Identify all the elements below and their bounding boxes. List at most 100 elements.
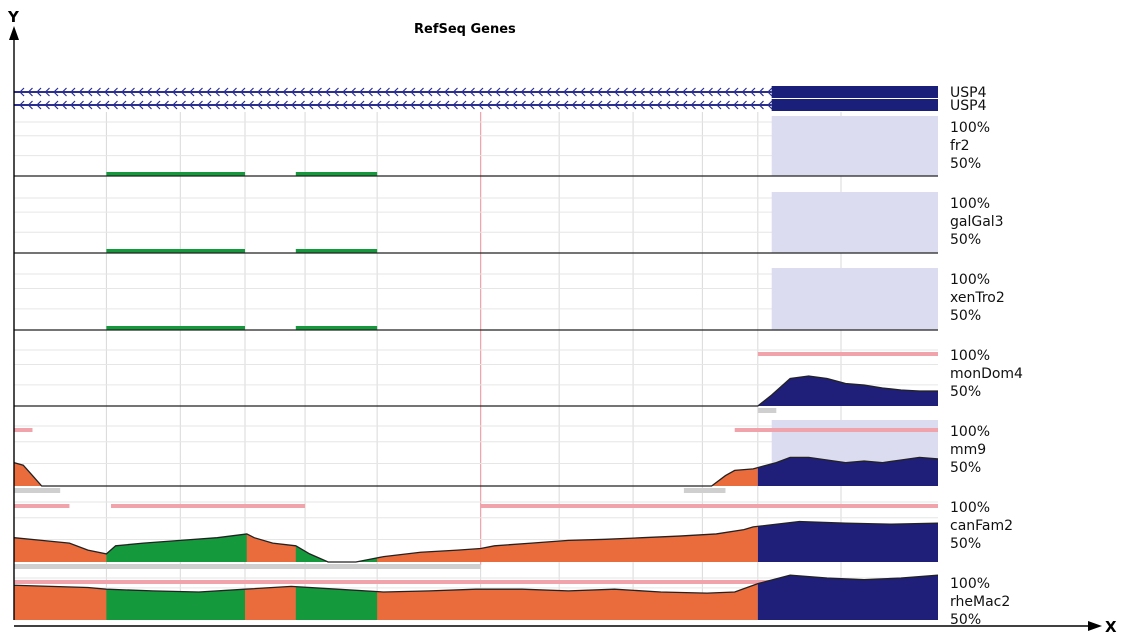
gene-strand-arrow [529, 100, 535, 110]
track-bottom-label-xenTro2: 50% [950, 308, 981, 324]
pink-bar-mm9-0 [14, 428, 33, 432]
track-bottom-label-canFam2: 50% [950, 536, 981, 552]
gene-strand-arrow [274, 87, 280, 97]
pink-bar-monDom4-0 [757, 352, 938, 356]
gene-strand-arrow [223, 87, 229, 97]
gene-strand-arrow [614, 87, 620, 97]
gene-strand-arrow [622, 87, 628, 97]
gene-exon-1 [771, 99, 938, 111]
gene-strand-arrow [503, 100, 509, 110]
track-top-label-galGal3: 100% [950, 196, 990, 212]
gene-strand-arrow [571, 100, 577, 110]
gene-strand-arrow [546, 100, 552, 110]
gene-strand-arrow [61, 100, 67, 110]
gene-strand-arrow [682, 87, 688, 97]
track-name-rheMac2: rheMac2 [950, 594, 1010, 610]
gene-strand-arrow [427, 100, 433, 110]
gene-strand-arrow [112, 87, 118, 97]
gene-strand-arrow [325, 87, 331, 97]
gene-strand-arrow [265, 87, 271, 97]
gene-strand-arrow [350, 100, 356, 110]
gene-strand-arrow [716, 100, 722, 110]
gene-strand-arrow [597, 87, 603, 97]
segment-rheMac2-1 [295, 586, 378, 620]
gap-bar-mm9-1 [683, 488, 726, 493]
gene-strand-arrow [316, 87, 322, 97]
gene-strand-arrow [758, 87, 764, 97]
profile-line-monDom4 [14, 375, 938, 407]
gene-strand-arrow [384, 87, 390, 97]
track-top-label-monDom4: 100% [950, 348, 990, 364]
track-top-label-mm9: 100% [950, 424, 990, 440]
gene-strand-arrow [36, 100, 42, 110]
gene-strand-arrow [767, 87, 773, 97]
gene-strand-arrow [359, 100, 365, 110]
pink-bar-rheMac2-0 [14, 580, 938, 584]
gene-strand-arrow [44, 100, 50, 110]
gene-strand-arrow [673, 100, 679, 110]
gene-strand-arrow [206, 100, 212, 110]
segment-galGal3-1 [295, 249, 378, 253]
gene-strand-arrow [435, 100, 441, 110]
gene-strand-arrow [189, 87, 195, 97]
gene-strand-arrow [750, 87, 756, 97]
gene-strand-arrow [656, 87, 662, 97]
gene-strand-arrow [61, 87, 67, 97]
track-bottom-label-galGal3: 50% [950, 232, 981, 248]
gene-strand-arrow [597, 100, 603, 110]
gene-strand-arrow [486, 100, 492, 110]
track-name-galGal3: galGal3 [950, 214, 1004, 230]
track-name-monDom4: monDom4 [950, 366, 1023, 382]
gene-strand-arrow [461, 87, 467, 97]
gene-strand-arrow [537, 87, 543, 97]
gene-strand-arrow [427, 87, 433, 97]
exon-area-canFam2 [757, 521, 938, 562]
segment-canFam2-2 [246, 533, 296, 562]
gene-strand-arrow [87, 87, 93, 97]
gene-strand-arrow [367, 100, 373, 110]
gene-strand-arrow [231, 87, 237, 97]
exon-area-monDom4 [757, 376, 938, 406]
x-axis-label: X [1105, 618, 1117, 635]
gene-strand-arrow [750, 100, 756, 110]
gene-strand-arrow [95, 100, 101, 110]
gene-strand-arrow [104, 100, 110, 110]
segment-galGal3-0 [106, 249, 246, 253]
gene-strand-arrow [308, 87, 314, 97]
gene-strand-arrow [104, 87, 110, 97]
gene-strand-arrow [554, 100, 560, 110]
gene-strand-arrow [444, 87, 450, 97]
segment-canFam2-1 [106, 533, 247, 562]
gene-strand-arrow [699, 87, 705, 97]
gene-strand-arrow [588, 100, 594, 110]
track-bottom-label-fr2: 50% [950, 156, 981, 172]
segment-fr2-0 [106, 172, 246, 176]
gap-bar-mm9-0 [14, 488, 61, 493]
gene-strand-arrow [707, 87, 713, 97]
track-top-label-canFam2: 100% [950, 500, 990, 516]
gene-strand-arrow [359, 87, 365, 97]
gene-strand-arrow [367, 87, 373, 97]
gene-strand-arrow [172, 87, 178, 97]
gene-strand-arrow [197, 100, 203, 110]
gene-strand-arrow [435, 87, 441, 97]
track-name-xenTro2: xenTro2 [950, 290, 1005, 306]
gene-strand-arrow [180, 87, 186, 97]
gene-strand-arrow [495, 100, 501, 110]
exon-area-mm9 [757, 457, 938, 486]
axes: Y X RefSeq Genes [7, 8, 1117, 635]
segment-canFam2-3 [295, 545, 378, 562]
profile-line-mm9 [13, 456, 939, 487]
gene-strand-arrow [512, 87, 518, 97]
gene-strand-arrow [469, 100, 475, 110]
conservation-tracks [13, 172, 939, 620]
gene-strand-arrow [733, 100, 739, 110]
gene-strand-arrow [189, 100, 195, 110]
gene-strand-arrow [563, 87, 569, 97]
track-bottom-label-rheMac2: 50% [950, 612, 981, 628]
gene-strand-arrow [580, 87, 586, 97]
gene-strand-arrow [452, 100, 458, 110]
gene-strand-arrow [393, 100, 399, 110]
gene-strand-arrow [53, 87, 59, 97]
